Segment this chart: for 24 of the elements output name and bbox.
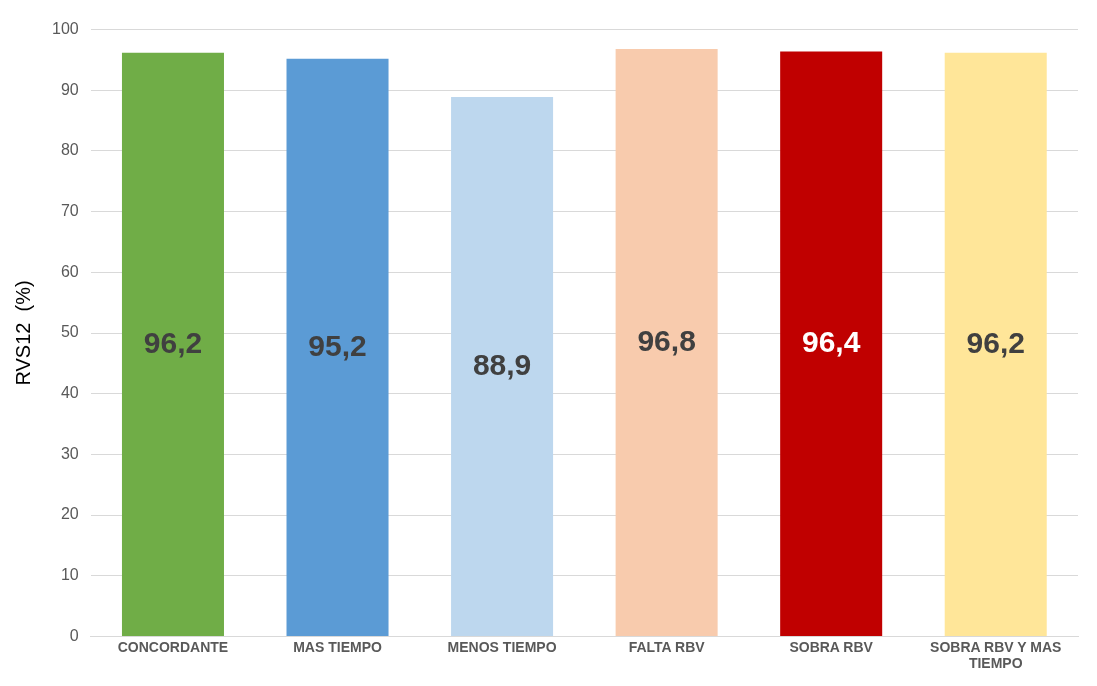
x-tick-label: CONCORDANTE: [117, 638, 229, 655]
x-tick-label: MENOS TIEMPO: [447, 638, 557, 655]
y-tick-label: 20: [60, 505, 79, 523]
data-label: 88,9: [472, 347, 532, 381]
y-tick-label: 60: [60, 262, 79, 280]
y-axis-title: RVS12 (%): [11, 280, 34, 386]
x-tick-label: FALTA RBV: [628, 638, 706, 655]
y-tick-label: 30: [60, 444, 79, 462]
x-tick-label: MAS TIEMPO: [293, 638, 382, 655]
y-tick-label: 0: [69, 626, 79, 644]
y-tick-label: 80: [60, 141, 79, 159]
y-tick-label: 40: [60, 384, 79, 402]
data-label: 96,2: [966, 325, 1025, 359]
y-tick-label: 10: [60, 566, 79, 584]
x-tick-label: SOBRA RBV Y MAS TIEMPO: [930, 638, 1062, 672]
data-label: 96,8: [637, 323, 696, 357]
x-tick-label: SOBRA RBV: [789, 638, 874, 655]
data-label: 95,2: [308, 328, 367, 362]
y-tick-label: 70: [60, 202, 79, 220]
data-label: 96,2: [143, 325, 203, 359]
y-tick-label: 100: [51, 20, 79, 38]
y-tick-label: 90: [60, 80, 79, 98]
data-label: 96,4: [801, 324, 861, 358]
y-tick-label: 50: [60, 323, 79, 341]
